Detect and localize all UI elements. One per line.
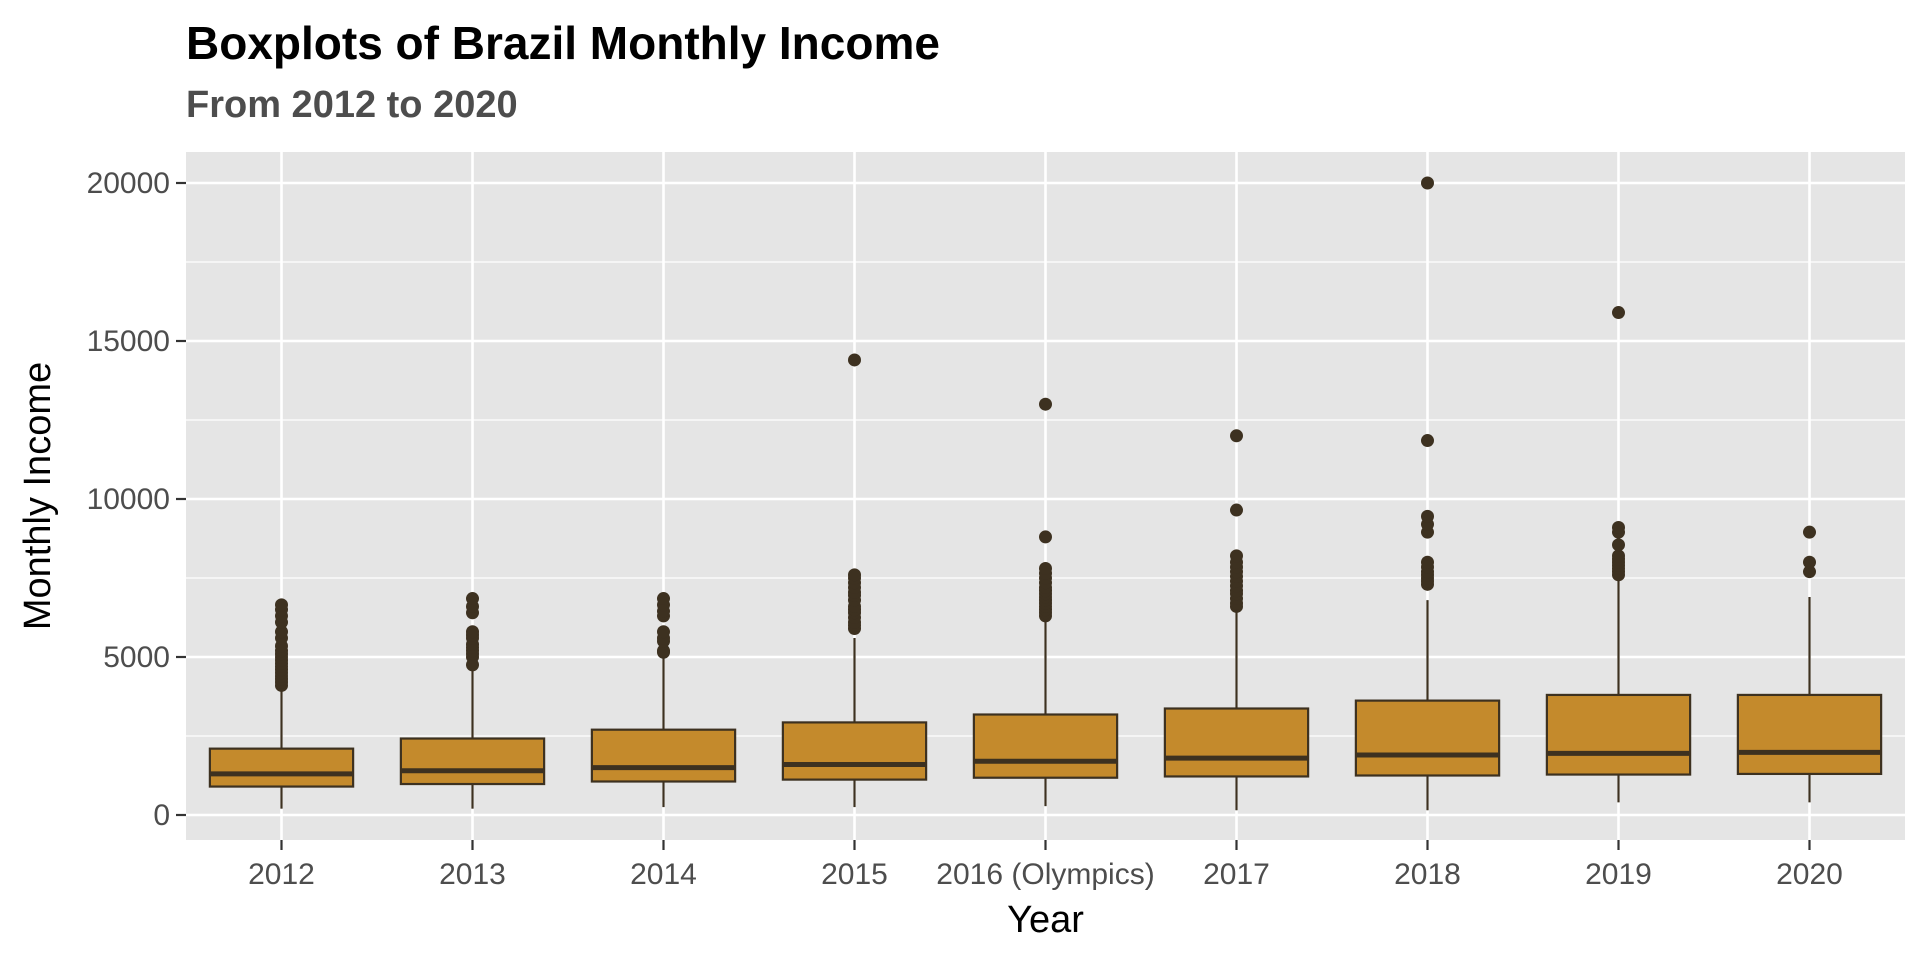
outlier-point <box>1230 429 1243 443</box>
y-tick-label: 20000 <box>87 167 170 200</box>
outlier-point <box>1421 555 1434 569</box>
x-tick-label: 2015 <box>821 858 888 891</box>
boxplot-series <box>208 176 1883 811</box>
x-tick-label: 2019 <box>1585 858 1652 891</box>
x-tick-label: 2013 <box>439 858 506 891</box>
y-axis-title: Monthly Income <box>17 362 59 630</box>
iqr-box <box>208 747 355 788</box>
outlier-point <box>848 353 861 367</box>
box-2012 <box>208 598 355 809</box>
x-axis-title: Year <box>1007 899 1084 941</box>
x-tick-label: 2018 <box>1394 858 1461 891</box>
outlier-point <box>1803 555 1816 569</box>
outlier-point <box>275 625 288 639</box>
outlier-point <box>1421 509 1434 523</box>
outlier-point <box>657 625 670 639</box>
outlier-point <box>1421 434 1434 448</box>
iqr-box <box>1736 693 1883 776</box>
y-tick-label: 0 <box>153 799 170 832</box>
y-tick-label: 15000 <box>87 325 170 358</box>
outlier-point <box>657 592 670 606</box>
iqr-box <box>590 728 737 783</box>
iqr-box <box>972 713 1119 779</box>
box-2016 <box>972 397 1119 807</box>
y-tick-label: 10000 <box>87 483 170 516</box>
y-axis: 0 5000 10000 15000 20000 <box>87 167 186 832</box>
outlier-point <box>848 568 861 582</box>
x-tick-label: 2017 <box>1203 858 1270 891</box>
outlier-point <box>1039 530 1052 544</box>
outlier-point <box>1803 525 1816 539</box>
box-2015 <box>781 353 928 808</box>
box-2017 <box>1163 429 1310 811</box>
outlier-point <box>1230 503 1243 517</box>
chart-title: Boxplots of Brazil Monthly Income <box>186 17 940 69</box>
outlier-point <box>275 598 288 612</box>
iqr-box <box>1163 707 1310 778</box>
chart-subtitle: From 2012 to 2020 <box>186 84 518 126</box>
outlier-point <box>1421 176 1434 190</box>
outlier-point <box>466 625 479 639</box>
x-tick-label: 2016 (Olympics) <box>936 858 1154 891</box>
box-2018 <box>1354 176 1501 811</box>
box-2020 <box>1736 525 1883 803</box>
outlier-point <box>1039 562 1052 576</box>
x-tick-label: 2012 <box>248 858 315 891</box>
outlier-point <box>1612 549 1625 563</box>
iqr-box <box>399 737 546 786</box>
iqr-box <box>1354 699 1501 777</box>
outlier-point <box>466 592 479 606</box>
outlier-point <box>1612 306 1625 320</box>
box-2014 <box>590 592 737 808</box>
outlier-point <box>1230 549 1243 563</box>
x-tick-label: 2014 <box>630 858 697 891</box>
iqr-box <box>781 721 928 781</box>
x-axis: 2012 2013 2014 2015 2016 (Olympics) 2017 2018 2… <box>248 840 1843 891</box>
outlier-point <box>1612 520 1625 534</box>
outlier-point <box>657 644 670 658</box>
box-2019 <box>1545 306 1692 803</box>
y-tick-label: 5000 <box>103 641 170 674</box>
box-2013 <box>399 592 546 809</box>
outlier-point <box>1039 397 1052 411</box>
outlier-point <box>1612 538 1625 552</box>
x-tick-label: 2020 <box>1776 858 1843 891</box>
iqr-box <box>1545 693 1692 776</box>
outlier-point <box>1803 565 1816 579</box>
